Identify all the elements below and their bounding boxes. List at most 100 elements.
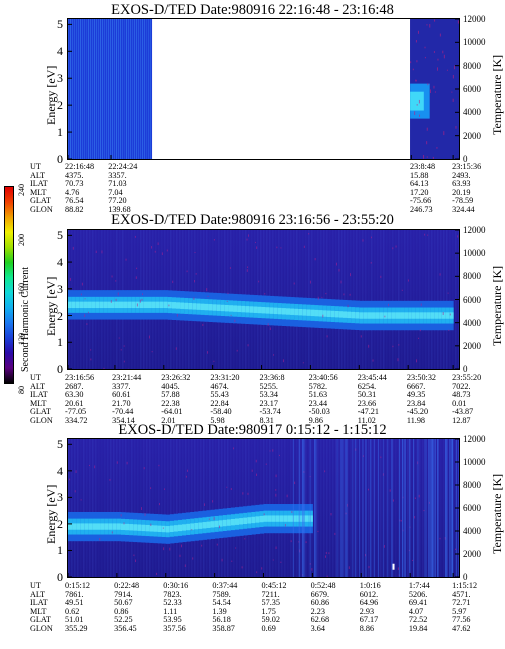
ephemeris-value: 19.84 [408,623,428,633]
noise-dot [275,493,277,497]
ephemeris-value: -70.44 [112,407,134,417]
energy-band-core [249,306,254,313]
noise-dot [207,295,209,297]
noise-stripe [383,230,385,369]
energy-band-core [226,519,232,526]
ephemeris-value: 57.35 [261,598,280,608]
noise-stripe [362,439,364,577]
ephemeris-value: 53.95 [163,615,182,625]
noise-dot [345,512,347,515]
ephemeris-label: GLON [30,204,53,214]
y-tick-label-left: 0 [57,152,63,166]
noise-stripe [206,439,208,577]
noise-dot [326,335,328,338]
noise-dot [125,258,127,261]
noise-dot [434,19,436,22]
y-tick-label-left: 0 [57,362,63,376]
noise-dot [148,335,150,339]
noise-dot [407,279,409,282]
noise-dot [103,367,105,369]
ephemeris-value: 1.39 [212,606,227,616]
energy-band-core [139,301,144,309]
y-tick-label-right: 2000 [463,549,481,559]
noise-dot [229,267,231,269]
noise-dot [141,298,143,301]
ephemeris-value: 1:7:44 [408,581,430,590]
energy-band-core [176,302,181,309]
noise-stripe [402,439,404,577]
noise-dot [452,74,454,79]
energy-band-core [95,301,100,309]
noise-dot [233,447,235,450]
energy-band-core [184,302,189,310]
ephemeris-value: 5782. [308,381,328,391]
energy-band-core [281,308,287,315]
noise-stripe [425,439,427,577]
noise-stripe [395,439,397,577]
ephemeris-value: 2.23 [310,606,325,616]
energy-band-core [163,301,169,309]
noise-stripe [340,439,342,577]
energy-band-core [173,525,179,532]
noise-dot [416,60,418,63]
noise-dot [231,560,233,562]
noise-dot [234,319,236,323]
ephemeris-value: 23:45:44 [357,373,387,382]
y-tick-label-right: 6000 [463,503,481,513]
ephemeris-value: 48.73 [452,390,471,400]
energy-band-core [167,301,173,309]
energy-band-core [169,525,175,532]
noise-stripe [152,439,154,577]
noise-dot [434,91,436,93]
noise-dot [74,490,76,493]
noise-dot [213,517,215,521]
noise-dot [246,269,248,272]
y-tick-label-right: 2000 [463,130,481,141]
noise-dot [133,554,135,557]
noise-stripe [422,439,424,577]
noise-dot [84,298,86,300]
noise-dot [263,513,265,516]
noise-dot [195,273,197,275]
energy-band-core [202,522,207,529]
noise-dot [447,292,449,294]
energy-band-core [434,312,439,319]
noise-dot [278,454,280,456]
y-axis-label-right: Temperature [K] [490,54,504,135]
ephemeris-label: MLT [30,606,47,616]
noise-stripe [443,230,445,369]
energy-band-core [177,524,183,532]
noise-stripe [125,439,127,577]
noise-dot [389,489,391,492]
noise-dot [256,246,258,249]
noise-stripe [401,230,403,369]
ephemeris-value: 23:50:32 [406,373,437,382]
ephemeris-value: 52.33 [163,598,182,608]
noise-dot [204,503,206,506]
ephemeris-value: 0.62 [65,606,80,616]
noise-dot [326,575,328,577]
energy-band-core [359,312,364,319]
noise-dot [256,571,258,574]
noise-dot [89,464,91,466]
noise-dot [417,30,419,34]
noise-dot [236,349,238,352]
energy-band-core [292,515,297,522]
noise-stripe [82,19,83,159]
y-tick-label-right: 12000 [463,434,486,444]
ephemeris-value: 0:22:48 [114,581,140,590]
ephemeris-value: 20.61 [65,398,84,408]
noise-stripe [194,439,196,577]
ephemeris-value: 23:31:20 [210,373,240,382]
noise-dot [427,83,429,86]
noise-dot [368,344,370,348]
noise-stripe [359,439,361,577]
energy-band-core [165,526,171,533]
noise-dot [241,566,243,569]
y-tick-label-right: 4000 [463,526,481,536]
y-tick-label-left: 3 [57,71,63,86]
noise-stripe [434,439,436,577]
noise-dot [290,540,292,543]
noise-stripe [407,230,409,369]
ephemeris-value: 63.30 [65,390,84,400]
